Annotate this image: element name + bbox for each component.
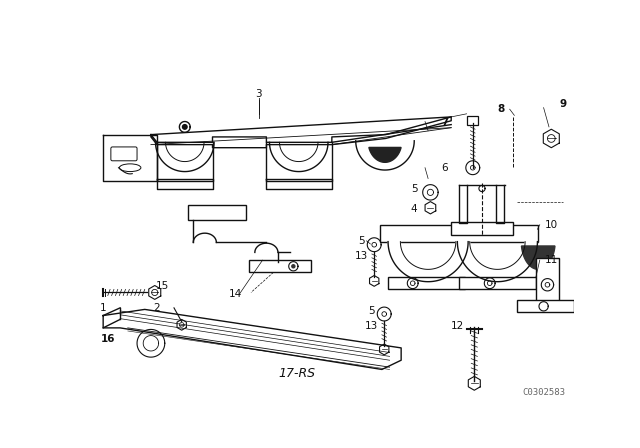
FancyBboxPatch shape	[451, 222, 513, 236]
Text: 17-RS: 17-RS	[278, 367, 316, 380]
Text: 11: 11	[545, 255, 558, 265]
FancyBboxPatch shape	[188, 205, 246, 220]
Polygon shape	[269, 142, 328, 172]
Polygon shape	[425, 202, 436, 214]
Text: 13: 13	[365, 321, 378, 331]
Text: C0302583: C0302583	[522, 388, 565, 397]
FancyBboxPatch shape	[536, 258, 559, 308]
Text: 6: 6	[442, 163, 449, 173]
Polygon shape	[266, 142, 332, 181]
Text: 3: 3	[255, 89, 262, 99]
Text: 7: 7	[442, 116, 449, 126]
Polygon shape	[156, 142, 214, 172]
FancyBboxPatch shape	[467, 116, 478, 125]
Text: 1: 1	[100, 303, 106, 313]
Polygon shape	[543, 129, 559, 148]
Text: 4: 4	[411, 204, 417, 214]
Text: 10: 10	[545, 220, 558, 230]
Text: 8: 8	[498, 104, 505, 114]
Text: 15: 15	[156, 281, 169, 291]
Text: 13: 13	[355, 250, 369, 260]
Polygon shape	[157, 179, 212, 189]
Text: 9: 9	[559, 99, 566, 109]
Text: 12: 12	[451, 321, 464, 332]
Text: 2: 2	[153, 303, 159, 313]
Polygon shape	[103, 310, 401, 370]
Text: 5: 5	[368, 306, 374, 316]
FancyBboxPatch shape	[250, 260, 311, 272]
FancyBboxPatch shape	[516, 300, 575, 313]
Text: 5: 5	[411, 184, 417, 194]
Ellipse shape	[119, 164, 141, 172]
Polygon shape	[151, 117, 451, 148]
Polygon shape	[182, 125, 187, 129]
FancyBboxPatch shape	[459, 277, 536, 289]
Polygon shape	[388, 241, 468, 282]
Polygon shape	[522, 246, 555, 269]
Polygon shape	[266, 179, 332, 189]
Text: 5: 5	[358, 236, 365, 246]
Polygon shape	[177, 319, 186, 330]
Polygon shape	[148, 285, 161, 299]
Polygon shape	[157, 142, 212, 181]
Polygon shape	[468, 376, 480, 390]
FancyBboxPatch shape	[388, 277, 465, 289]
Polygon shape	[369, 276, 379, 286]
Text: 14: 14	[229, 289, 242, 299]
Text: 16: 16	[101, 334, 116, 344]
Polygon shape	[380, 344, 389, 355]
FancyBboxPatch shape	[380, 225, 538, 241]
Polygon shape	[458, 241, 538, 282]
FancyBboxPatch shape	[111, 147, 137, 161]
Polygon shape	[369, 147, 401, 162]
Polygon shape	[292, 265, 295, 268]
